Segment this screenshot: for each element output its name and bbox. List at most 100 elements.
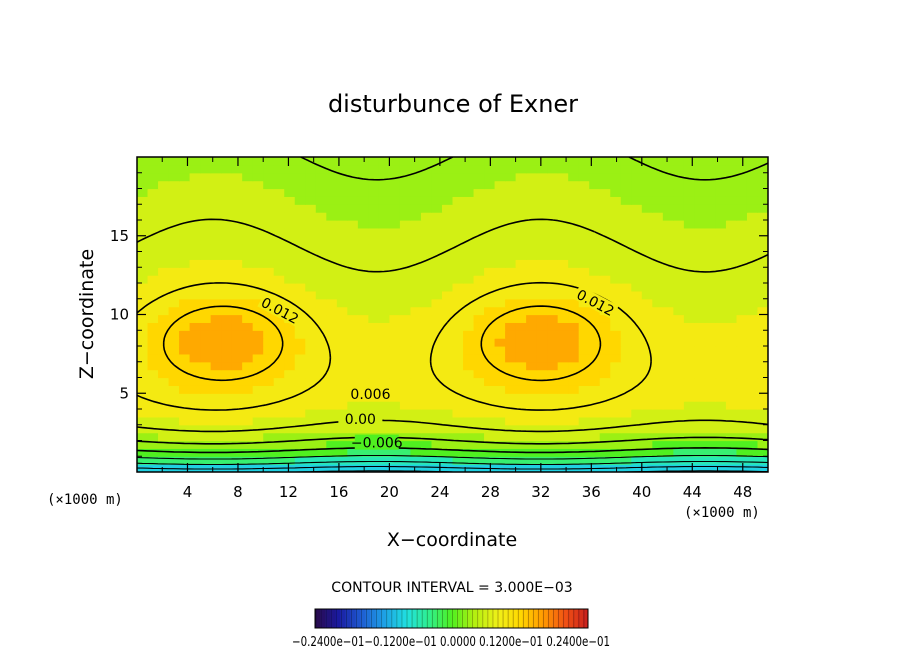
field-cell — [179, 259, 191, 268]
field-cell — [610, 401, 622, 410]
field-cell — [662, 180, 674, 190]
field-cell — [231, 290, 243, 300]
field-cell — [158, 416, 170, 426]
field-cell — [305, 251, 317, 260]
field-cell — [715, 180, 727, 190]
field-cell — [704, 338, 717, 347]
field-cell — [704, 361, 717, 371]
field-cell — [568, 464, 580, 472]
field-cell — [704, 464, 717, 472]
field-cell — [147, 235, 159, 245]
field-cell — [683, 393, 695, 402]
field-cell — [315, 298, 327, 308]
field-cell — [357, 448, 369, 457]
field-cell — [441, 164, 454, 174]
field-cell — [347, 314, 359, 323]
field-cell — [547, 409, 559, 418]
field-cell — [200, 204, 212, 213]
field-cell — [357, 306, 369, 316]
field-cell — [725, 243, 738, 253]
field-cell — [505, 267, 517, 276]
field-cell — [441, 204, 454, 213]
field-cell — [557, 464, 569, 472]
field-cell — [368, 401, 380, 410]
field-cell — [399, 361, 412, 371]
field-cell — [210, 456, 222, 465]
field-cell — [473, 322, 485, 331]
field-cell — [273, 212, 285, 221]
field-cell — [378, 338, 390, 347]
field-cell — [200, 464, 212, 472]
field-cell — [431, 243, 443, 253]
field-cell — [210, 322, 222, 331]
field-cell — [610, 235, 622, 245]
field-cell — [179, 424, 191, 434]
field-cell — [683, 353, 695, 363]
field-cell — [147, 393, 159, 402]
field-cell — [526, 283, 538, 292]
field-cell — [473, 212, 485, 221]
field-cell — [252, 212, 264, 221]
field-cell — [368, 196, 380, 205]
field-cell — [242, 267, 254, 276]
field-cell — [715, 172, 727, 182]
field-cell — [557, 338, 569, 347]
field-cell — [505, 456, 517, 465]
field-cell — [473, 267, 485, 276]
field-cell — [179, 204, 191, 213]
field-cell — [694, 290, 706, 300]
field-cell — [715, 448, 727, 457]
field-cell — [746, 227, 759, 237]
colorbar-swatch — [537, 609, 543, 628]
field-cell — [725, 369, 738, 379]
field-cell — [473, 448, 485, 457]
field-cell — [547, 275, 559, 284]
field-cell — [242, 259, 254, 268]
field-cell — [557, 416, 569, 426]
field-cell — [200, 330, 212, 339]
field-cell — [631, 346, 643, 355]
field-cell — [589, 432, 601, 442]
field-cell — [599, 172, 611, 182]
field-cell — [736, 220, 748, 229]
field-cell — [568, 212, 580, 221]
field-cell — [263, 330, 275, 339]
field-cell — [725, 204, 738, 213]
field-cell — [673, 267, 685, 276]
field-cell — [536, 196, 548, 205]
field-cell — [284, 290, 296, 300]
field-cell — [284, 251, 296, 260]
contour-label-bg — [257, 293, 304, 327]
field-cell — [347, 330, 359, 339]
field-cell — [536, 267, 548, 276]
field-cell — [694, 306, 706, 316]
field-cell — [610, 369, 622, 379]
field-cell — [725, 306, 738, 316]
x-tick-label: 40 — [632, 483, 651, 501]
field-cell — [179, 314, 191, 323]
field-cell — [231, 440, 243, 449]
field-cell — [294, 448, 306, 457]
field-cell — [515, 220, 527, 229]
field-cell — [746, 456, 759, 465]
field-cell — [168, 188, 180, 197]
field-cell — [357, 196, 369, 205]
field-cell — [652, 212, 664, 221]
field-cell — [631, 243, 643, 253]
contour-line — [137, 281, 652, 411]
field-cell — [526, 204, 538, 213]
field-cell — [200, 212, 212, 221]
field-cell — [336, 306, 348, 316]
field-cell — [725, 424, 738, 434]
field-cell — [620, 267, 632, 276]
field-cell — [641, 409, 653, 418]
field-cell — [557, 456, 569, 465]
field-cell — [704, 196, 717, 205]
field-cell — [715, 456, 727, 465]
field-cell — [378, 259, 390, 268]
field-cell — [410, 275, 422, 284]
field-cell — [515, 212, 527, 221]
field-cell — [284, 353, 296, 363]
field-cell — [484, 267, 496, 276]
field-cell — [568, 259, 580, 268]
